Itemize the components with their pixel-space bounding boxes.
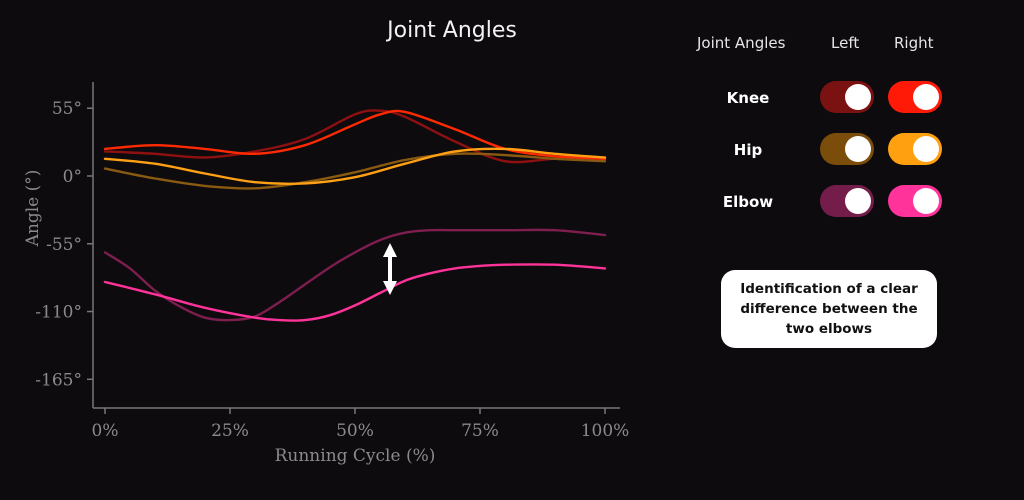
elbow-left-toggle[interactable] xyxy=(820,185,874,217)
y-axis-label: Angle (°) xyxy=(23,170,43,248)
series-line-hip-right xyxy=(103,147,607,185)
x-tick-label: 75% xyxy=(461,421,499,441)
difference-arrow xyxy=(383,242,397,296)
row-label-hip: Hip xyxy=(733,141,763,159)
x-tick-label: 100% xyxy=(581,421,630,441)
header-joint-angles: Joint Angles xyxy=(697,34,786,52)
series-line-elbow-left xyxy=(103,228,607,322)
y-tick-label: -55° xyxy=(46,235,82,255)
elbow-right-toggle[interactable] xyxy=(888,185,942,217)
arrow-head-bottom xyxy=(383,281,397,296)
chart-axes: 55° 0° -55° -110° -165° 0% 25% 50% 75% 100% Runnin… xyxy=(23,82,629,466)
header-left: Left xyxy=(831,34,860,52)
x-axis-label: Running Cycle (%) xyxy=(275,446,436,466)
chart-lines xyxy=(103,109,607,322)
series-line-hip-left xyxy=(103,152,607,190)
header-right: Right xyxy=(894,34,934,52)
toggle-knob xyxy=(845,188,871,214)
annotation-callout: Identification of a clear difference bet… xyxy=(721,270,937,348)
toggle-knob xyxy=(913,84,939,110)
arrow-head-top xyxy=(383,242,397,257)
toggle-knob xyxy=(913,188,939,214)
callout-text: Identification of a clear difference bet… xyxy=(740,281,918,337)
chart-title: Joint Angles xyxy=(387,18,517,43)
series-line-elbow-right xyxy=(103,263,607,322)
x-tick-label: 50% xyxy=(336,421,374,441)
x-tick-label: 0% xyxy=(92,421,119,441)
row-label-elbow: Elbow xyxy=(722,193,774,211)
toggle-knob xyxy=(913,136,939,162)
y-tick-label: 55° xyxy=(52,99,82,119)
hip-right-toggle[interactable] xyxy=(888,133,942,165)
row-label-knee: Knee xyxy=(726,89,770,107)
knee-right-toggle[interactable] xyxy=(888,81,942,113)
y-tick-label: -165° xyxy=(35,370,82,390)
toggle-knob xyxy=(845,84,871,110)
y-tick-label: 0° xyxy=(63,167,82,187)
hip-left-toggle[interactable] xyxy=(820,133,874,165)
knee-left-toggle[interactable] xyxy=(820,81,874,113)
x-tick-label: 25% xyxy=(211,421,249,441)
y-tick-label: -110° xyxy=(35,303,82,323)
toggle-knob xyxy=(845,136,871,162)
series-line-knee-left xyxy=(103,109,607,164)
